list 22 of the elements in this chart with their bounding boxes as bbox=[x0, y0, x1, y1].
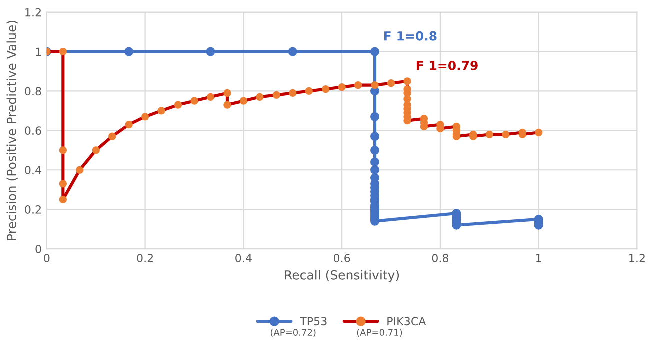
y-tick-label: 0.2 bbox=[25, 206, 41, 214]
y-tick-label: 1.2 bbox=[26, 8, 41, 17]
annotation: F 1=0.79 bbox=[416, 60, 478, 70]
text: (AP=0.71) bbox=[357, 329, 402, 338]
y-axis-title: Precision (Positive Predictive Value) bbox=[6, 20, 18, 240]
y-tick-label: 0 bbox=[36, 244, 42, 254]
x-tick-label: 1.2 bbox=[630, 254, 645, 262]
x-tick-label: 0.8 bbox=[432, 254, 449, 262]
legend-label: TP53 bbox=[300, 317, 327, 326]
x-tick-label: 0.6 bbox=[334, 254, 350, 262]
x-tick-label: 0 bbox=[44, 254, 50, 262]
y-tick-label: 1 bbox=[36, 48, 42, 56]
text: (AP=0.72) bbox=[270, 329, 316, 338]
annotation: F 1=0.8 bbox=[384, 31, 437, 41]
y-tick-label: 0.8 bbox=[25, 87, 42, 96]
x-tick-label: 0.4 bbox=[236, 254, 252, 262]
x-axis-title: Recall (Sensitivity) bbox=[285, 270, 400, 282]
y-tick-label: 0.6 bbox=[25, 126, 42, 136]
x-tick-label: 0.2 bbox=[137, 254, 154, 262]
y-tick-label: 0.4 bbox=[25, 166, 42, 175]
x-tick-label: 1 bbox=[536, 254, 542, 262]
legend-label: PIK3CA bbox=[388, 317, 426, 326]
